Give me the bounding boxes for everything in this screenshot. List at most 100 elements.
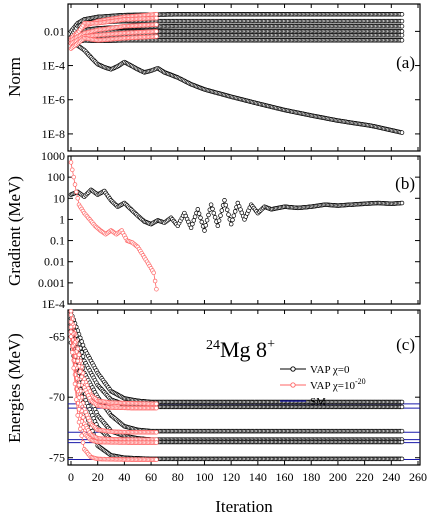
data-point-b-0-105: [208, 202, 214, 207]
legend-label-vap-chi0: VAP χ=0: [310, 364, 350, 376]
data-point-b-1-63: [152, 278, 158, 284]
data-point-c-11-6: [76, 419, 82, 425]
data-point-b-0-118: [226, 212, 231, 217]
x-tick-label-11: 220: [356, 470, 374, 484]
x-tick-label-2: 40: [118, 470, 130, 484]
x-ticks-c: 0 20 40 60 80 100 120 140 160 180 200 220 240 260: [68, 470, 427, 484]
x-tick-label-13: 260: [409, 470, 427, 484]
data-point-b-0-110: [215, 223, 221, 229]
y-tick-label-b-4: 0.1: [50, 234, 65, 248]
panel-tag-a: (a): [396, 53, 415, 72]
data-point-c-4-248: [399, 439, 405, 445]
data-point-c-10-64: [154, 440, 159, 445]
y-tick-label-b-2: 10: [53, 191, 65, 205]
legend-label-vap-chi1e-20-exponent: -20: [355, 377, 366, 386]
x-tick-label-4: 80: [172, 470, 184, 484]
series-group-a: [68, 12, 405, 135]
nucleus-annotation: 24Mg 8+: [206, 337, 275, 362]
data-point-a-11-64: [154, 34, 159, 39]
legend-marker-vap-chi1e-20: [290, 382, 296, 388]
data-point-b-0-122: [231, 213, 237, 218]
data-point-c-8-6: [76, 382, 82, 388]
plot-frame-b: [67, 155, 421, 305]
data-point-b-0-90: [188, 225, 194, 231]
data-point-b-0-113: [219, 208, 225, 213]
data-point-a-2-248: [399, 23, 405, 29]
y-tick-label-b-1: 100: [47, 170, 65, 184]
x-axis-label: Iteration: [215, 497, 273, 516]
panel-c: -65 -70 -75 0 20 40 60 80 100 120 140 160 180 200 220…: [5, 308, 427, 516]
y-tick-label-b-6: 0.001: [38, 276, 65, 290]
data-point-b-0-95: [195, 207, 201, 212]
data-point-b-0-92: [191, 218, 197, 223]
x-tick-label-12: 240: [382, 470, 400, 484]
data-point-c-7-9: [80, 379, 86, 385]
data-point-b-1-0: [68, 160, 74, 165]
panel-tag-b: (b): [395, 174, 415, 193]
series-b-0: [68, 187, 405, 233]
y-tick-label-c-1: -70: [49, 390, 65, 404]
data-point-a-10-64: [154, 29, 159, 34]
y-ticks-b: 1000 100 10 1 0.1 0.01 0.001 1E-4: [38, 149, 420, 311]
y-tick-label-b-5: 0.01: [44, 255, 65, 269]
legend-label-vap-chi1e-20: VAP χ=10-20: [310, 377, 366, 392]
data-point-c-8-64: [154, 430, 159, 435]
data-point-b-0-97: [198, 215, 203, 221]
x-tick-label-7: 140: [249, 470, 267, 484]
data-point-b-0-91: [190, 221, 195, 227]
x-tick-label-6: 120: [222, 470, 240, 484]
legend-item-vap-chi0: VAP χ=0: [280, 364, 350, 376]
x-tick-label-9: 180: [302, 470, 320, 484]
data-point-c-10-0: [68, 329, 74, 335]
data-point-c-9-0: [68, 324, 74, 330]
data-point-c-11-64: [154, 457, 159, 462]
data-point-c-11-4: [74, 397, 79, 402]
legend-label-vap-chi1e-20-main: VAP χ=10: [310, 380, 356, 392]
data-point-b-0-101: [203, 223, 209, 228]
data-point-b-1-62: [151, 270, 156, 276]
data-point-c-11-8: [79, 433, 84, 438]
series-a-8: [68, 15, 159, 46]
data-point-b-0-107: [211, 210, 217, 216]
y-tick-label-b-0: 1000: [41, 149, 65, 163]
data-point-b-0-98: [199, 219, 205, 225]
x-tick-label-5: 100: [195, 470, 213, 484]
data-point-c-11-7: [78, 426, 83, 432]
y-tick-label-b-7: 1E-4: [42, 297, 65, 311]
data-point-a-4-248: [399, 32, 405, 38]
data-point-b-0-112: [218, 213, 223, 218]
legend-marker-vap-chi0: [290, 366, 296, 372]
y-axis-label-b: Gradient (MeV): [5, 176, 24, 286]
spin-parity-sign: +: [267, 337, 275, 352]
series-a-11: [68, 34, 159, 51]
data-point-a-0-248: [399, 12, 405, 17]
x-tick-label-1: 20: [92, 470, 104, 484]
data-point-c-7-5: [75, 358, 80, 364]
data-point-c-8-0: [68, 319, 74, 325]
legend-label-sm: SM: [310, 396, 326, 408]
data-point-c-10-2: [71, 358, 76, 363]
data-point-b-0-116: [223, 202, 229, 208]
data-point-b-1-64: [154, 286, 159, 292]
y-tick-label-b-3: 1: [59, 212, 65, 226]
y-tick-label-a-0: 0.01: [44, 24, 65, 38]
series-line-c-1: [70, 318, 402, 408]
data-point-c-11-9: [80, 440, 86, 445]
data-point-c-11-2: [71, 365, 76, 371]
plot-frame-a: [67, 3, 421, 152]
data-point-c-7-8: [79, 374, 84, 380]
data-point-b-1-2: [71, 174, 76, 180]
series-a-1: [68, 18, 405, 39]
element-symbol: Mg 8: [220, 337, 267, 362]
series-line-a-6: [70, 39, 403, 133]
y-tick-label-c-0: -65: [49, 330, 65, 344]
data-point-c-7-0: [68, 312, 74, 318]
data-point-b-0-103: [206, 212, 211, 218]
data-point-b-0-120: [228, 221, 234, 227]
y-tick-label-c-2: -75: [49, 451, 65, 465]
data-point-b-1-3: [72, 182, 78, 187]
panel-a: 0.01 1E-4 1E-6 1E-8 (a) Norm: [5, 3, 421, 152]
series-a-3: [68, 29, 405, 41]
x-tick-label-0: 0: [68, 470, 74, 484]
